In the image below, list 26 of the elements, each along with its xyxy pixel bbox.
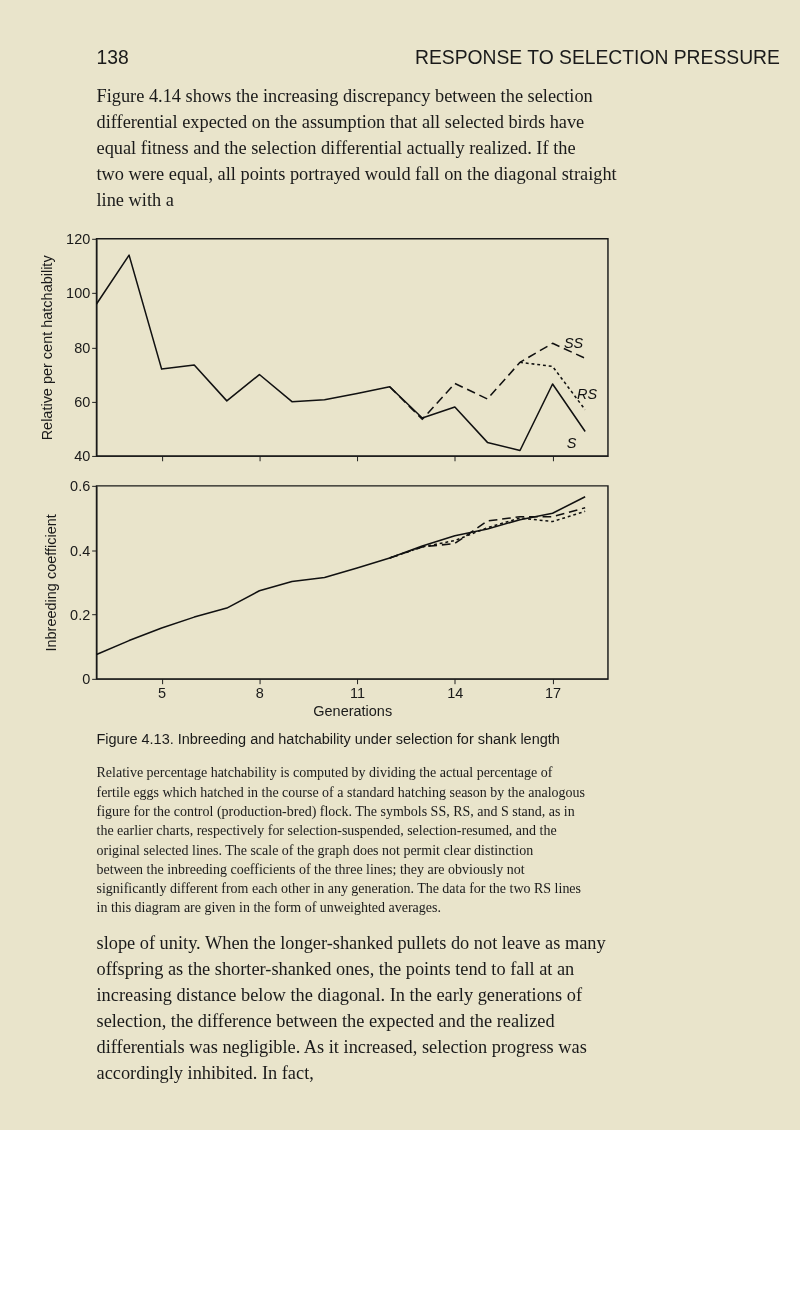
text: 138 xyxy=(96,47,129,69)
series-label: S xyxy=(566,434,577,451)
y-tick-label: 0.4 xyxy=(70,542,91,559)
y-tick-label: 0 xyxy=(82,671,91,688)
x-axis-title: Generations xyxy=(313,703,393,720)
y-axis-title: Relative per cent hatchability xyxy=(38,254,55,441)
y-tick-label: 0.2 xyxy=(70,606,91,623)
caption: Figure 4.13. Inbreeding and hatchability under selection for shank length xyxy=(96,731,560,748)
y-tick-label: 100 xyxy=(66,285,91,302)
caption: Figure 4.14 shows the increasing discrepancy between the selection differential expected on the assumption that all selected birds have equal fitness and the selection differential actually realized. If the two were equal, all points portrayed would fall on the diagonal straight line with a xyxy=(96,85,617,211)
y-tick-label: 0.6 xyxy=(70,478,91,495)
x-tick-label: 14 xyxy=(447,684,464,701)
text: Relative percentage hatchability is computed by dividing the actual percentage of fertile eggs which hatched in the course of a standard hatching season by the analogous figure for the control (production-bred) flock. The symbols SS, RS, and S stand, as in the earlier charts, respectively for selection-suspended, selection-resumed, and the original selected lines. The scale of the graph does not permit clear distinction between the inbreeding coefficients of the three lines; they are obviously not significantly different from each other in any generation. The data for the two RS lines in this diagram are given in the form of unweighted averages. xyxy=(96,765,586,916)
text: slope of unity. When the longer-shanked pullets do not leave as many offspring as the shorter-shanked ones, the points tend to fall at an increasing distance below the diagonal. In the early generations of selection, the difference between the expected and the realized differentials was negligible. As it increased, selection progress was accordingly inhibited. In fact, xyxy=(96,933,607,1084)
x-tick-label: 5 xyxy=(158,684,167,701)
y-tick-label: 40 xyxy=(74,448,91,465)
y-tick-label: 60 xyxy=(74,393,91,410)
x-tick-label: 17 xyxy=(545,684,562,701)
x-tick-label: 11 xyxy=(350,684,366,701)
x-tick-label: 8 xyxy=(255,684,264,701)
y-tick-label: 80 xyxy=(74,339,91,356)
text: RESPONSE TO SELECTION PRESSURE xyxy=(414,47,781,69)
series-label: RS xyxy=(577,386,598,403)
series-label: SS xyxy=(563,334,584,351)
y-tick-label: 120 xyxy=(66,231,91,248)
y-axis-title: Inbreeding coefficient xyxy=(42,514,59,652)
